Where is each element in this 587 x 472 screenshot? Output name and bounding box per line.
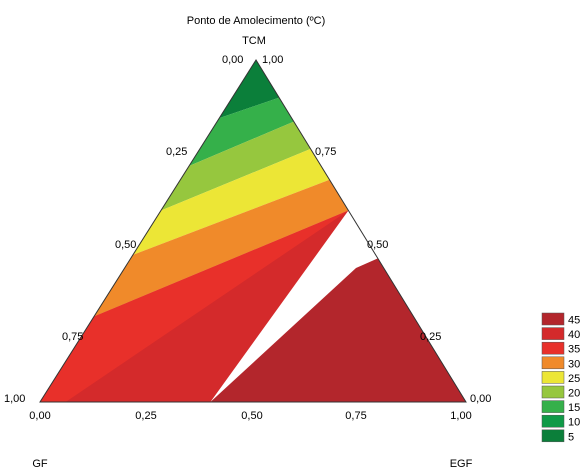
legend-swatch-35	[541, 341, 565, 355]
legend-label-45: 45	[568, 315, 580, 327]
legend-swatch-15	[541, 400, 565, 413]
contour-regions	[40, 60, 466, 402]
bottom-tick-1: 0,25	[135, 410, 156, 422]
right-tick-2: 0,50	[367, 239, 388, 251]
left-tick-3: 0,25	[166, 146, 187, 158]
legend-swatch-30	[541, 356, 565, 370]
legend-swatch-45	[541, 312, 565, 326]
left-tick-2: 0,50	[115, 239, 136, 251]
region-35	[40, 210, 349, 402]
left-tick-0: 1,00	[4, 393, 25, 405]
legend-label-35: 35	[568, 344, 580, 356]
chart-title: Ponto de Amolecimento (ºC)	[187, 15, 326, 27]
legend-swatch-40	[541, 327, 565, 340]
legend-swatch-25	[541, 371, 565, 384]
region-25	[132, 148, 330, 255]
right-tick-0: 1,00	[262, 54, 283, 66]
triangle-outline	[39, 59, 467, 403]
region-30	[94, 179, 349, 317]
right-tick-3: 0,25	[420, 331, 441, 343]
region-5	[219, 60, 280, 119]
vertex-label-egf: EGF	[450, 458, 473, 470]
region-15	[189, 97, 294, 166]
legend-label-20: 20	[568, 388, 580, 400]
bottom-tick-3: 0,75	[345, 410, 366, 422]
left-tick-1: 0,75	[62, 331, 83, 343]
legend-label-10: 10	[568, 417, 580, 429]
legend-label-30: 30	[568, 358, 580, 370]
left-tick-4: 0,00	[222, 54, 243, 66]
legend: 45 40 35 30 25 20 15 10 5	[541, 312, 580, 443]
bottom-tick-2: 0,50	[241, 410, 262, 422]
legend-swatch-20	[541, 385, 565, 399]
legend-swatch-5	[541, 429, 565, 443]
bottom-tick-4: 1,00	[450, 410, 471, 422]
legend-label-25: 25	[568, 373, 580, 385]
region-20	[161, 121, 311, 211]
region-45	[210, 258, 466, 402]
legend-label-15: 15	[568, 402, 580, 414]
vertex-label-gf: GF	[32, 458, 48, 470]
legend-label-5: 5	[568, 431, 574, 443]
right-tick-4: 0,00	[470, 393, 491, 405]
bottom-tick-0: 0,00	[29, 410, 50, 422]
legend-label-40: 40	[568, 329, 580, 341]
right-tick-1: 0,75	[315, 146, 336, 158]
vertex-label-tcm: TCM	[242, 35, 266, 47]
legend-swatch-10	[541, 414, 565, 428]
